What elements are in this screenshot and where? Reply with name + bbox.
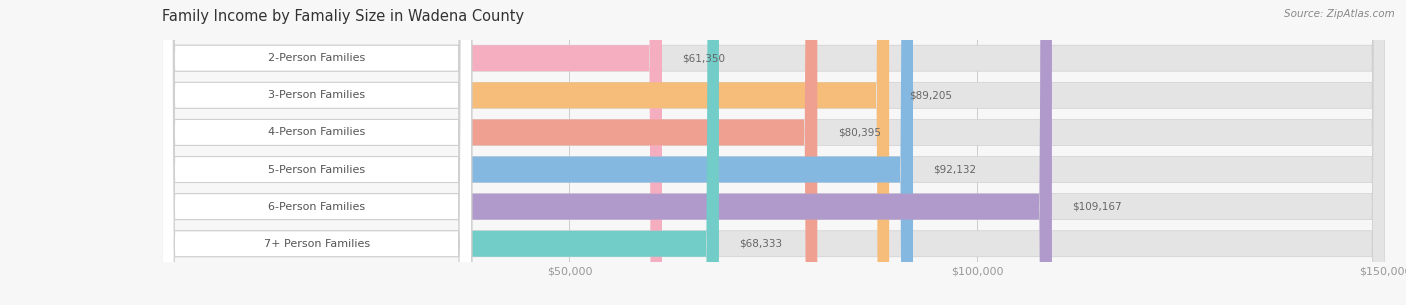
FancyBboxPatch shape (162, 0, 1385, 305)
FancyBboxPatch shape (162, 0, 471, 305)
FancyBboxPatch shape (162, 0, 1385, 305)
Text: 4-Person Families: 4-Person Families (269, 127, 366, 138)
FancyBboxPatch shape (162, 0, 718, 305)
Text: 2-Person Families: 2-Person Families (269, 53, 366, 63)
FancyBboxPatch shape (162, 0, 889, 305)
FancyBboxPatch shape (162, 0, 471, 305)
Text: $68,333: $68,333 (740, 239, 783, 249)
Text: Family Income by Famaliy Size in Wadena County: Family Income by Famaliy Size in Wadena … (162, 9, 524, 24)
Text: $89,205: $89,205 (910, 90, 952, 100)
FancyBboxPatch shape (162, 0, 471, 305)
Text: $109,167: $109,167 (1073, 202, 1122, 212)
Text: 5-Person Families: 5-Person Families (269, 164, 366, 174)
FancyBboxPatch shape (162, 0, 1385, 305)
Text: $92,132: $92,132 (934, 164, 977, 174)
Text: $80,395: $80,395 (838, 127, 880, 138)
FancyBboxPatch shape (162, 0, 471, 305)
FancyBboxPatch shape (162, 0, 1385, 305)
FancyBboxPatch shape (162, 0, 1052, 305)
FancyBboxPatch shape (162, 0, 1385, 305)
Text: 6-Person Families: 6-Person Families (269, 202, 366, 212)
FancyBboxPatch shape (162, 0, 912, 305)
FancyBboxPatch shape (162, 0, 1385, 305)
FancyBboxPatch shape (162, 0, 471, 305)
FancyBboxPatch shape (162, 0, 471, 305)
FancyBboxPatch shape (162, 0, 662, 305)
Text: 7+ Person Families: 7+ Person Families (263, 239, 370, 249)
Text: $61,350: $61,350 (682, 53, 725, 63)
Text: Source: ZipAtlas.com: Source: ZipAtlas.com (1284, 9, 1395, 19)
FancyBboxPatch shape (162, 0, 817, 305)
Text: 3-Person Families: 3-Person Families (269, 90, 366, 100)
